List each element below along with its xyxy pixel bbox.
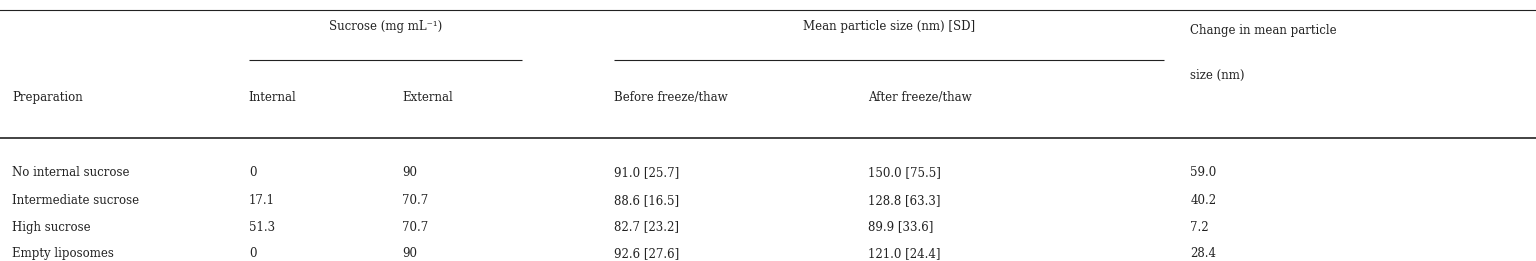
Text: 28.4: 28.4 — [1190, 247, 1217, 260]
Text: 59.0: 59.0 — [1190, 166, 1217, 179]
Text: 90: 90 — [402, 166, 418, 179]
Text: External: External — [402, 91, 453, 104]
Text: 7.2: 7.2 — [1190, 221, 1209, 234]
Text: Sucrose (mg mL⁻¹): Sucrose (mg mL⁻¹) — [329, 20, 442, 33]
Text: Intermediate sucrose: Intermediate sucrose — [12, 194, 140, 207]
Text: 128.8 [63.3]: 128.8 [63.3] — [868, 194, 940, 207]
Text: 90: 90 — [402, 247, 418, 260]
Text: Before freeze/thaw: Before freeze/thaw — [614, 91, 728, 104]
Text: 82.7 [23.2]: 82.7 [23.2] — [614, 221, 679, 234]
Text: 92.6 [27.6]: 92.6 [27.6] — [614, 247, 679, 260]
Text: Preparation: Preparation — [12, 91, 83, 104]
Text: Change in mean particle: Change in mean particle — [1190, 23, 1336, 37]
Text: 51.3: 51.3 — [249, 221, 275, 234]
Text: 121.0 [24.4]: 121.0 [24.4] — [868, 247, 940, 260]
Text: 150.0 [75.5]: 150.0 [75.5] — [868, 166, 940, 179]
Text: size (nm): size (nm) — [1190, 69, 1244, 82]
Text: 70.7: 70.7 — [402, 194, 429, 207]
Text: 91.0 [25.7]: 91.0 [25.7] — [614, 166, 679, 179]
Text: 0: 0 — [249, 247, 257, 260]
Text: 89.9 [33.6]: 89.9 [33.6] — [868, 221, 934, 234]
Text: After freeze/thaw: After freeze/thaw — [868, 91, 971, 104]
Text: High sucrose: High sucrose — [12, 221, 91, 234]
Text: 40.2: 40.2 — [1190, 194, 1217, 207]
Text: 88.6 [16.5]: 88.6 [16.5] — [614, 194, 679, 207]
Text: No internal sucrose: No internal sucrose — [12, 166, 129, 179]
Text: Mean particle size (nm) [SD]: Mean particle size (nm) [SD] — [803, 20, 975, 33]
Text: 70.7: 70.7 — [402, 221, 429, 234]
Text: 17.1: 17.1 — [249, 194, 275, 207]
Text: Empty liposomes: Empty liposomes — [12, 247, 114, 260]
Text: 0: 0 — [249, 166, 257, 179]
Text: Internal: Internal — [249, 91, 296, 104]
